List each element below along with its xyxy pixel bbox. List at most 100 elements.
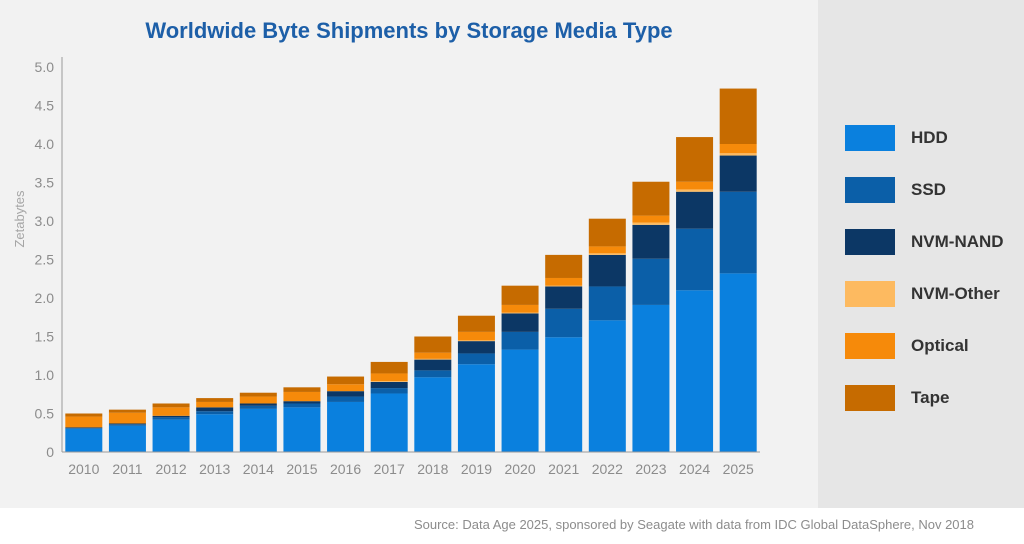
- bar-hdd-2025: [719, 273, 757, 452]
- legend-swatch-nvm-other: [845, 281, 895, 307]
- bars: [65, 88, 757, 452]
- bar-optical-2013: [196, 401, 234, 408]
- bar-hdd-2011: [108, 425, 146, 452]
- legend: HDD SSD NVM-NAND NVM-Other Optical Tape: [845, 112, 1020, 424]
- bar-nvm-nand-2018: [414, 359, 452, 371]
- bar-hdd-2016: [327, 401, 365, 452]
- bar-hdd-2020: [501, 349, 539, 452]
- bar-ssd-2025: [719, 191, 757, 274]
- bar-tape-2021: [545, 254, 583, 278]
- legend-swatch-optical: [845, 333, 895, 359]
- bar-nvm-other-2021: [545, 285, 583, 287]
- legend-item-hdd: HDD: [845, 112, 1020, 164]
- x-tick-label: 2010: [68, 461, 99, 477]
- x-tick-label: 2015: [286, 461, 317, 477]
- bar-hdd-2017: [370, 393, 408, 452]
- bar-ssd-2018: [414, 370, 452, 378]
- bar-ssd-2021: [545, 308, 583, 338]
- bar-hdd-2019: [457, 364, 495, 452]
- bar-ssd-2020: [501, 331, 539, 350]
- bar-nvm-other-2018: [414, 358, 452, 360]
- bar-nvm-nand-2013: [196, 407, 234, 412]
- y-tick-label: 2.0: [35, 290, 55, 306]
- bar-tape-2020: [501, 285, 539, 305]
- bar-ssd-2015: [283, 403, 321, 408]
- bar-optical-2018: [414, 352, 452, 359]
- x-tick-label: 2024: [679, 461, 710, 477]
- y-axis-ticks: 0 0.5 1.0 1.5 2.0 2.5 3.0 3.5 4.0 4.5 5.0: [35, 59, 55, 460]
- bar-optical-2022: [588, 246, 626, 254]
- x-tick-label: 2011: [112, 461, 142, 477]
- bar-nvm-other-2019: [457, 340, 495, 342]
- bar-hdd-2012: [152, 419, 190, 452]
- bar-optical-2025: [719, 144, 757, 154]
- legend-item-optical: Optical: [845, 320, 1020, 372]
- bar-nvm-other-2024: [676, 189, 714, 192]
- bar-ssd-2022: [588, 286, 626, 321]
- y-tick-label: 2.5: [35, 252, 55, 268]
- legend-label-hdd: HDD: [911, 128, 948, 147]
- legend-label-ssd: SSD: [911, 180, 946, 199]
- bar-optical-2012: [152, 407, 190, 416]
- bar-ssd-2019: [457, 353, 495, 365]
- bar-tape-2011: [108, 409, 146, 413]
- bar-tape-2023: [632, 181, 670, 216]
- bar-nvm-nand-2014: [239, 403, 277, 406]
- bar-hdd-2024: [676, 290, 714, 452]
- x-tick-label: 2017: [374, 461, 405, 477]
- x-tick-label: 2014: [243, 461, 274, 477]
- bar-tape-2018: [414, 336, 452, 353]
- bar-ssd-2012: [152, 417, 190, 420]
- y-tick-label: 5.0: [35, 59, 55, 75]
- bar-hdd-2023: [632, 304, 670, 452]
- bar-hdd-2018: [414, 377, 452, 452]
- bar-tape-2016: [327, 376, 365, 385]
- bar-nvm-other-2022: [588, 253, 626, 255]
- bar-optical-2020: [501, 304, 539, 313]
- bar-tape-2014: [239, 392, 277, 397]
- bar-tape-2012: [152, 403, 190, 408]
- chart-title: Worldwide Byte Shipments by Storage Medi…: [145, 18, 673, 43]
- bar-hdd-2013: [196, 414, 234, 452]
- bar-nvm-other-2020: [501, 312, 539, 314]
- legend-swatch-ssd: [845, 177, 895, 203]
- bar-optical-2021: [545, 277, 583, 286]
- x-tick-label: 2023: [635, 461, 666, 477]
- bar-ssd-2010: [65, 428, 103, 429]
- bar-optical-2017: [370, 373, 408, 382]
- bar-tape-2022: [588, 218, 626, 247]
- bar-nvm-nand-2011: [108, 423, 146, 425]
- bar-tape-2017: [370, 361, 408, 374]
- y-tick-label: 0.5: [35, 406, 55, 422]
- bar-nvm-nand-2015: [283, 401, 321, 404]
- legend-label-nvm-nand: NVM-NAND: [911, 232, 1004, 251]
- bar-ssd-2023: [632, 258, 670, 305]
- x-tick-label: 2021: [548, 461, 579, 477]
- bar-ssd-2014: [239, 405, 277, 409]
- bar-ssd-2017: [370, 388, 408, 394]
- bar-nvm-nand-2022: [588, 254, 626, 287]
- bar-nvm-nand-2017: [370, 381, 408, 389]
- bar-nvm-other-2025: [719, 153, 757, 156]
- bar-ssd-2024: [676, 228, 714, 291]
- bar-ssd-2016: [327, 396, 365, 402]
- bar-nvm-nand-2025: [719, 155, 757, 192]
- stacked-bar-chart: 0 0.5 1.0 1.5 2.0 2.5 3.0 3.5 4.0 4.5 5.0 2010 2011…: [12, 57, 760, 477]
- x-tick-label: 2012: [155, 461, 186, 477]
- legend-swatch-tape: [845, 385, 895, 411]
- x-tick-label: 2019: [461, 461, 492, 477]
- x-tick-label: 2016: [330, 461, 361, 477]
- bar-hdd-2014: [239, 408, 277, 452]
- legend-swatch-hdd: [845, 125, 895, 151]
- y-tick-label: 0: [46, 444, 54, 460]
- bar-optical-2024: [676, 181, 714, 190]
- legend-item-nvm-nand: NVM-NAND: [845, 216, 1020, 268]
- y-tick-label: 4.5: [35, 98, 55, 114]
- bar-ssd-2013: [196, 411, 234, 415]
- bar-tape-2013: [196, 398, 234, 402]
- bar-optical-2010: [65, 416, 103, 428]
- x-tick-label: 2025: [723, 461, 754, 477]
- bar-nvm-nand-2016: [327, 391, 365, 397]
- y-tick-label: 1.5: [35, 329, 55, 345]
